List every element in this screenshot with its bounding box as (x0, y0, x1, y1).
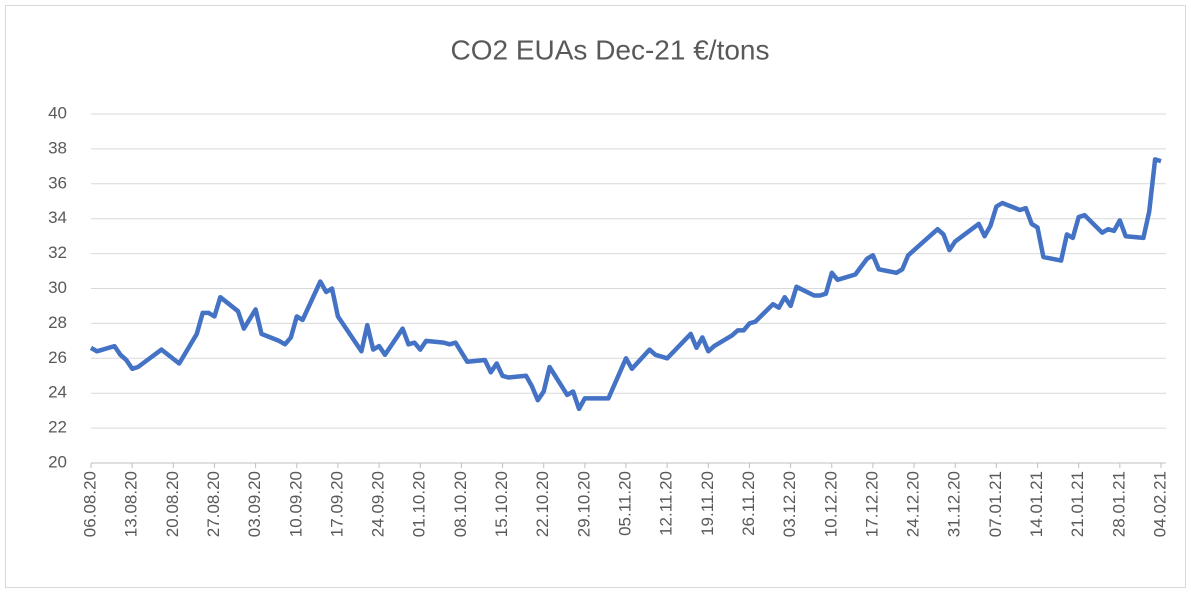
x-tick-label: 07.01.21 (986, 471, 1005, 537)
y-tick-label: 38 (48, 138, 67, 157)
x-tick-label: 28.01.21 (1109, 471, 1128, 537)
x-tick-label: 31.12.20 (945, 471, 964, 537)
x-tick-label: 20.08.20 (163, 471, 182, 537)
x-tick-label: 22.10.20 (533, 471, 552, 537)
x-tick-label: 26.11.20 (739, 471, 758, 536)
x-tick-label: 13.08.20 (122, 471, 141, 537)
y-tick-label: 32 (48, 243, 67, 262)
x-tick-label: 10.09.20 (286, 471, 305, 537)
line-series (89, 157, 1162, 412)
x-tick-label: 27.08.20 (204, 471, 223, 537)
x-tick-label: 03.12.20 (780, 471, 799, 537)
x-tick-label: 17.12.20 (862, 471, 881, 537)
y-tick-label: 28 (48, 313, 67, 332)
x-tick-label: 29.10.20 (574, 471, 593, 537)
x-tick-label: 01.10.20 (410, 471, 429, 537)
x-tick-label: 12.11.20 (657, 471, 676, 536)
x-tick-label: 04.02.21 (1150, 471, 1169, 537)
x-tick-label: 19.11.20 (698, 471, 717, 536)
y-tick-label: 30 (48, 278, 67, 297)
chart-border (5, 5, 1186, 588)
x-tick-label: 24.12.20 (904, 471, 923, 537)
y-tick-label: 40 (48, 103, 67, 122)
x-tick-label: 05.11.20 (615, 471, 634, 536)
y-tick-label: 26 (48, 348, 67, 367)
y-tick-label: 20 (48, 452, 67, 471)
x-tick-label: 17.09.20 (327, 471, 346, 537)
x-tick-label: 24.09.20 (369, 471, 388, 537)
chart-title: CO2 EUAs Dec-21 €/tons (450, 34, 769, 65)
x-tick-label: 21.01.21 (1068, 471, 1087, 537)
y-tick-label: 24 (48, 383, 67, 402)
x-tick-label: 06.08.20 (80, 471, 99, 537)
x-tick-label: 10.12.20 (821, 471, 840, 537)
y-tick-label: 36 (48, 173, 67, 192)
x-tick-label: 03.09.20 (245, 471, 264, 537)
x-tick-label: 15.10.20 (492, 471, 511, 537)
y-tick-label: 22 (48, 418, 67, 437)
x-tick-label: 14.01.21 (1027, 471, 1046, 537)
x-tick-label: 08.10.20 (451, 471, 470, 537)
y-tick-label: 34 (48, 208, 67, 227)
